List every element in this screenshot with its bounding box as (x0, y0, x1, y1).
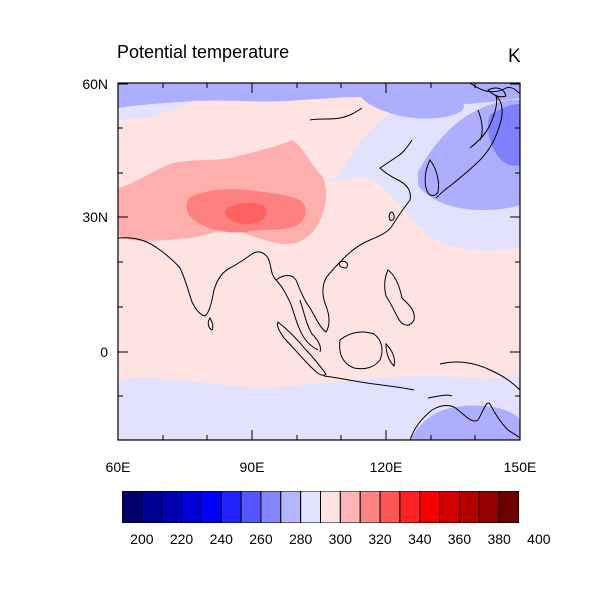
colorbar-label: 340 (408, 531, 432, 547)
coastline-australia (409, 402, 520, 440)
field-north-pink-wedge (118, 87, 400, 181)
lon-label-90e: 90E (239, 459, 265, 475)
coastline-sri-lanka (207, 317, 214, 331)
colorbar-swatch (439, 491, 460, 523)
coastline-malay-peninsula (299, 299, 321, 353)
colorbar-swatch (498, 491, 519, 523)
lon-label-120e: 120E (369, 459, 403, 475)
coastline-sakhalin (477, 109, 483, 141)
field-plateau-core (225, 202, 267, 225)
colorbar-swatch (200, 491, 222, 523)
coastline-china-east (379, 139, 413, 227)
colorbar-swatch (240, 491, 262, 523)
colorbar-swatch (122, 491, 143, 523)
lon-label-150e: 150E (503, 459, 537, 475)
coastline-new-guinea (439, 361, 520, 391)
axis-ticks (118, 83, 520, 440)
map-title: Potential temperature (117, 42, 290, 62)
coastline-timor (427, 394, 453, 399)
colorbar-label: 220 (169, 531, 194, 547)
colorbar-swatch (300, 491, 321, 523)
coastline-indochina (275, 225, 393, 333)
units-label: K (508, 46, 521, 67)
lon-label-60e: 60E (105, 459, 131, 475)
coastline-borneo (339, 331, 383, 370)
lat-label-30n: 30N (82, 209, 108, 225)
colorbar-swatch (220, 491, 242, 523)
colorbar-swatch (458, 491, 480, 523)
colorbar-label: 240 (209, 531, 233, 547)
colorbar-swatch (399, 491, 421, 523)
coastline-korea (424, 159, 439, 196)
coastline-philippines (384, 269, 415, 326)
colorbar-swatch (339, 491, 361, 523)
coastline-taiwan (388, 211, 395, 221)
coastline-kamchatka (469, 83, 520, 95)
colorbar-label: 260 (249, 531, 273, 547)
field-australia-blue-mid (410, 405, 520, 440)
coastline-japan (435, 94, 503, 199)
colorbar-swatch (419, 491, 441, 523)
colorbar-swatch (359, 491, 381, 523)
temperature-field (118, 83, 520, 440)
colorbar-label: 200 (130, 531, 154, 547)
field-north-blue (118, 83, 520, 251)
colorbar-label: 400 (527, 531, 551, 547)
colorbar-swatch (478, 491, 500, 523)
coastline-sumatra (277, 321, 327, 376)
colorbar-swatch (379, 491, 401, 523)
lat-label-equator: 0 (100, 344, 108, 360)
colorbar-label: 360 (447, 531, 472, 547)
coastline-java (323, 375, 415, 391)
colorbar-swatch (320, 491, 341, 523)
field-japan-blue-dark (487, 104, 520, 166)
coastline-hainan (338, 261, 349, 269)
colorbar-swatch (161, 491, 183, 523)
coastline-arabia-india (118, 237, 319, 351)
colorbar-label: 320 (368, 531, 392, 547)
colorbar (122, 491, 519, 523)
colorbar-label: 380 (487, 531, 511, 547)
coastline-okhotsk (309, 107, 363, 121)
coastline-hokkaido (487, 87, 507, 98)
field-north-east-blue-mid (360, 89, 464, 119)
coastline-sulawesi (385, 342, 395, 367)
colorbar-swatch (280, 491, 302, 523)
colorbar-swatch (141, 491, 163, 523)
colorbar-swatch (260, 491, 282, 523)
lat-label-60n: 60N (82, 76, 108, 92)
coastlines (118, 83, 520, 440)
colorbar-swatch (181, 491, 202, 523)
colorbar-label: 280 (288, 531, 313, 547)
colorbar-label: 300 (328, 531, 353, 547)
